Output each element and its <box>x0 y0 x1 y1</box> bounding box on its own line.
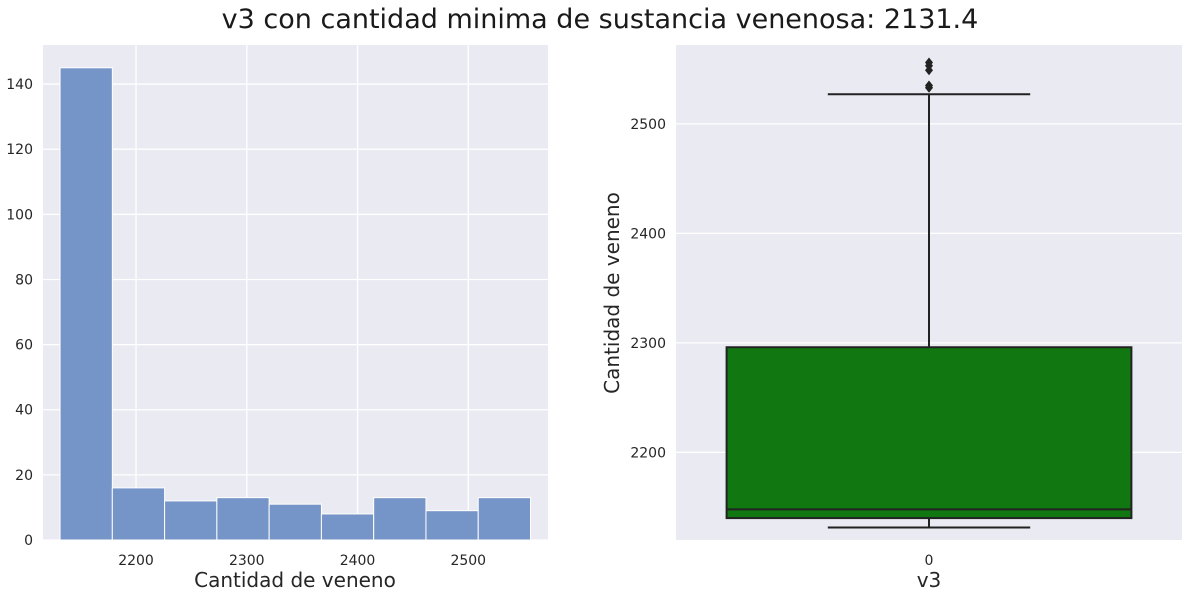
histogram-bar <box>425 510 479 541</box>
histogram-bar <box>477 497 532 541</box>
histogram-bar <box>268 503 322 541</box>
boxplot-y-tick-labels: 2200 2300 2400 2500 <box>630 117 666 462</box>
histogram-y-tick-label: 80 <box>15 272 33 288</box>
histogram-bar <box>320 513 375 541</box>
histogram-bars <box>59 67 532 541</box>
boxplot-y-tick-label: 2300 <box>630 336 666 352</box>
histogram-bar <box>164 500 218 541</box>
boxplot-box-group <box>725 57 1133 529</box>
histogram-y-tick-label: 100 <box>6 207 33 223</box>
histogram-x-tick-label: 2400 <box>340 553 376 569</box>
histogram-bar <box>373 497 427 541</box>
histogram-bar <box>111 487 166 541</box>
histogram-y-tick-label: 120 <box>6 142 33 158</box>
histogram-y-tick-label: 60 <box>15 338 33 354</box>
boxplot-x-tick-labels: 0 <box>925 553 934 569</box>
histogram-y-tick-label: 0 <box>24 533 33 549</box>
boxplot-y-axis-label: Cantidad de veneno <box>600 192 624 394</box>
histogram-x-tick-labels: 2200 2300 2400 2500 <box>118 553 486 569</box>
histogram-bar <box>59 67 113 541</box>
histogram-x-axis-label: Cantidad de veneno <box>194 568 396 592</box>
histogram-gridlines <box>43 45 548 541</box>
histogram-y-tick-label: 140 <box>6 77 33 93</box>
boxplot-outlier-point <box>925 80 933 91</box>
boxplot-x-axis-label: v3 <box>917 568 942 592</box>
histogram-x-tick-label: 2200 <box>118 553 154 569</box>
boxplot-outlier-point <box>925 57 933 68</box>
boxplot-panel: 2200 2300 2400 2500 0 v3 Cantidad de veneno <box>600 45 1182 592</box>
boxplot-y-tick-label: 2400 <box>630 226 666 242</box>
boxplot-y-tick-label: 2500 <box>630 117 666 133</box>
boxplot-x-tick-label: 0 <box>925 553 934 569</box>
histogram-y-tick-label: 40 <box>15 403 33 419</box>
histogram-y-tick-label: 20 <box>15 468 33 484</box>
boxplot-y-tick-label: 2200 <box>630 445 666 461</box>
histogram-x-tick-label: 2500 <box>450 553 486 569</box>
figure-title: v3 con cantidad minima de sustancia vene… <box>221 4 979 35</box>
histogram-bar <box>216 497 270 541</box>
histogram-y-tick-labels: 0 20 40 60 80 100 120 140 <box>6 77 33 549</box>
histogram-plot-area <box>43 45 548 540</box>
boxplot-box <box>725 346 1133 520</box>
histogram-panel: 0 20 40 60 80 100 120 140 2200 2300 2400 2500 Cant… <box>6 45 548 592</box>
histogram-x-tick-label: 2300 <box>229 553 265 569</box>
